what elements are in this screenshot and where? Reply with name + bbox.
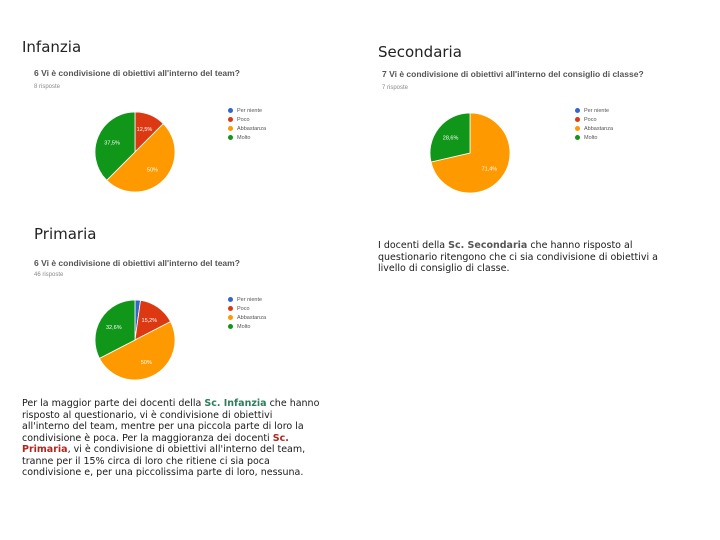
chart-legend: Per niente Poco Abbastanza Molto [228,106,266,142]
chart-response-count: 46 risposte [34,272,64,278]
section-title-infanzia: Infanzia [22,38,82,56]
legend-item-poco: Poco [228,304,266,313]
legend-label: Abbastanza [584,125,614,132]
data-label: 28,6% [443,136,459,142]
pie-chart-infanzia: 12,5% 50% 37,5% [94,111,176,193]
legend-swatch [228,324,233,329]
slice-abbastanza [430,112,511,194]
data-label: 32,6% [106,325,122,331]
legend-item-poco: Poco [575,115,613,124]
chart-title: 6 Vi è condivisione di obiettivi all'int… [34,68,240,78]
legend-swatch [228,126,233,131]
legend-item-molto: Molto [228,322,266,331]
paragraph-text: , vi è condivisione di obiettivi all'int… [22,444,306,478]
data-label: 15,2% [142,318,158,324]
legend-label: Per niente [584,107,610,114]
data-label: 50% [147,168,158,174]
chart-response-count: 8 risposte [34,84,61,90]
legend-label: Abbastanza [237,125,267,132]
legend-swatch [228,306,233,311]
paragraph-text: che hanno risposto al questionario, vi è… [22,398,320,444]
legend-label: Per niente [237,107,263,114]
legend-label: Poco [237,305,250,312]
legend-label: Per niente [237,296,263,303]
legend-swatch [228,135,233,140]
legend-swatch [228,117,233,122]
slice-abbastanza [106,123,176,193]
legend-swatch [575,135,580,140]
highlight-secondaria: Sc. Secondaria [448,240,528,251]
chart-response-count: 7 risposte [382,85,409,91]
legend-swatch [575,126,580,131]
legend-item-per-niente: Per niente [228,295,266,304]
legend-item-molto: Molto [228,133,266,142]
data-label: 50% [141,360,152,366]
section-title-secondaria: Secondaria [378,43,462,61]
legend-item-abbastanza: Abbastanza [228,313,266,322]
legend-swatch [228,315,233,320]
legend-item-abbastanza: Abbastanza [228,124,266,133]
paragraph-text: che hanno risposto al questionario riten… [378,240,658,274]
legend-item-abbastanza: Abbastanza [575,124,613,133]
slice-molto [94,111,136,181]
legend-item-per-niente: Per niente [575,106,613,115]
section-title-primaria: Primaria [34,225,97,243]
legend-swatch [575,108,580,113]
chart-title: 6 Vi è condivisione di obiettivi all'int… [34,258,240,268]
data-label: 71,4% [482,166,498,172]
chart-legend: Per niente Poco Abbastanza Molto [228,295,266,331]
legend-label: Abbastanza [237,314,267,321]
paragraph-text: I docenti della [378,240,449,251]
slice-molto [94,299,136,359]
paragraph-text: Per la maggior parte dei docenti della [22,398,205,409]
legend-label: Molto [584,134,598,141]
legend-label: Molto [237,323,251,330]
chart-title: 7 Vi è condivisione di obiettivi all'int… [382,69,644,79]
data-label: 12,5% [137,127,153,133]
legend-item-molto: Molto [575,133,613,142]
legend-item-per-niente: Per niente [228,106,266,115]
pie-chart-primaria: 15,2% 50% 32,6% [94,299,176,381]
chart-legend: Per niente Poco Abbastanza Molto [575,106,613,142]
legend-swatch [228,108,233,113]
legend-label: Poco [237,116,250,123]
paragraph-secondaria: I docenti della Sc. Secondaria che hanno… [378,240,678,275]
legend-label: Poco [584,116,597,123]
data-label: 37,5% [104,141,120,147]
legend-label: Molto [237,134,251,141]
legend-item-poco: Poco [228,115,266,124]
slice-abbastanza [98,321,176,381]
highlight-primaria: Sc. Primaria [22,432,289,456]
highlight-infanzia: Sc. Infanzia [204,398,267,409]
pie-chart-secondaria: 71,4% 28,6% [429,112,511,194]
legend-swatch [575,117,580,122]
paragraph-primaria: Per la maggior parte dei docenti della S… [22,398,322,479]
slice-molto [429,112,471,163]
legend-swatch [228,297,233,302]
